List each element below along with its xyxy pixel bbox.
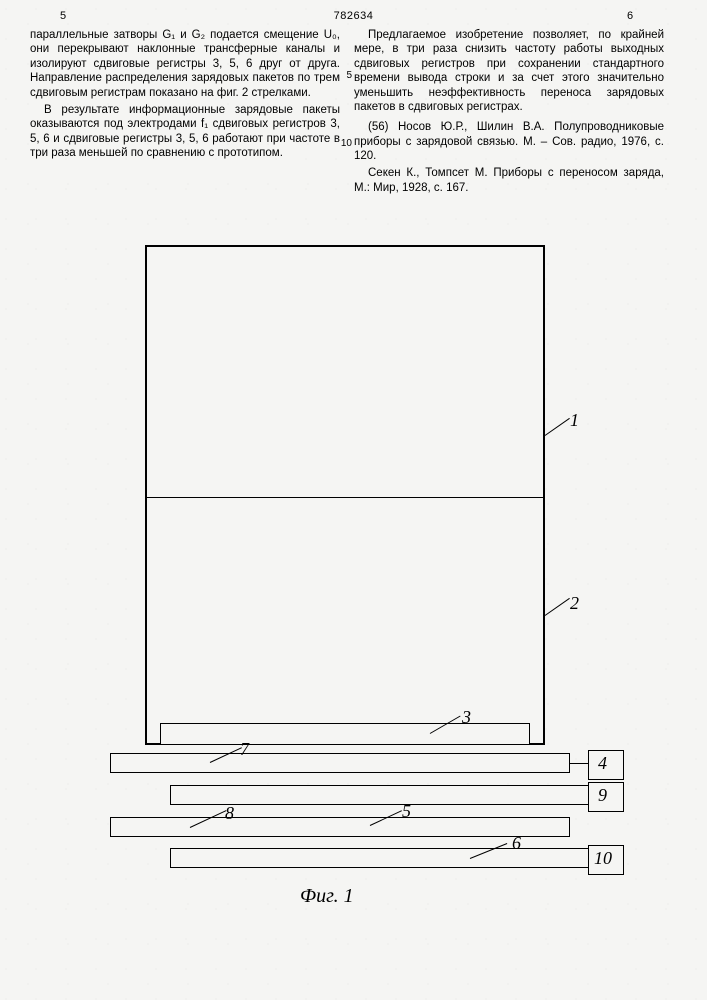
leader-line [570, 763, 588, 764]
figure-label: 4 [598, 753, 607, 774]
figure-label: 9 [598, 785, 607, 806]
right-column: Предлагаемое изобретение позволяет, по к… [354, 28, 664, 198]
paragraph: параллельные затворы G₁ и G₂ подается см… [30, 28, 340, 100]
figure-label: 2 [570, 593, 579, 614]
register-bar-6 [170, 848, 590, 868]
page-num-right: 6 [627, 10, 647, 22]
leader-line [545, 598, 570, 616]
register-bar-3 [160, 723, 530, 745]
patent-number: 782634 [334, 10, 374, 22]
figure-caption: Фиг. 1 [300, 885, 354, 908]
reference: (56) Носов Ю.Р., Шилин В.А. Полупроводни… [354, 120, 664, 163]
figure-label: 8 [225, 803, 234, 824]
figure-label: 5 [402, 801, 411, 822]
reference: Секен К., Томпсет М. Приборы с переносом… [354, 166, 664, 195]
left-column: 5 10 параллельные затворы G₁ и G₂ подает… [30, 28, 340, 198]
leader-line [545, 418, 570, 436]
figure-label: 7 [240, 739, 249, 760]
figure-1: 1 2 3 4 5 6 7 8 9 10 Фиг. 1 [90, 245, 630, 965]
figure-label: 6 [512, 833, 521, 854]
figure-label: 3 [462, 707, 471, 728]
register-bar-7 [110, 753, 570, 773]
figure-label: 10 [594, 848, 612, 869]
register-bar-8 [110, 817, 570, 837]
main-rectangle [145, 245, 545, 745]
divider-line [147, 497, 543, 498]
paragraph: Предлагаемое изобретение позволяет, по к… [354, 28, 664, 114]
line-number: 10 [341, 138, 352, 151]
line-number: 5 [346, 70, 352, 83]
register-bar [170, 785, 590, 805]
page-num-left: 5 [60, 10, 80, 22]
paragraph: В результате информационные зарядовые па… [30, 103, 340, 161]
figure-label: 1 [570, 410, 579, 431]
